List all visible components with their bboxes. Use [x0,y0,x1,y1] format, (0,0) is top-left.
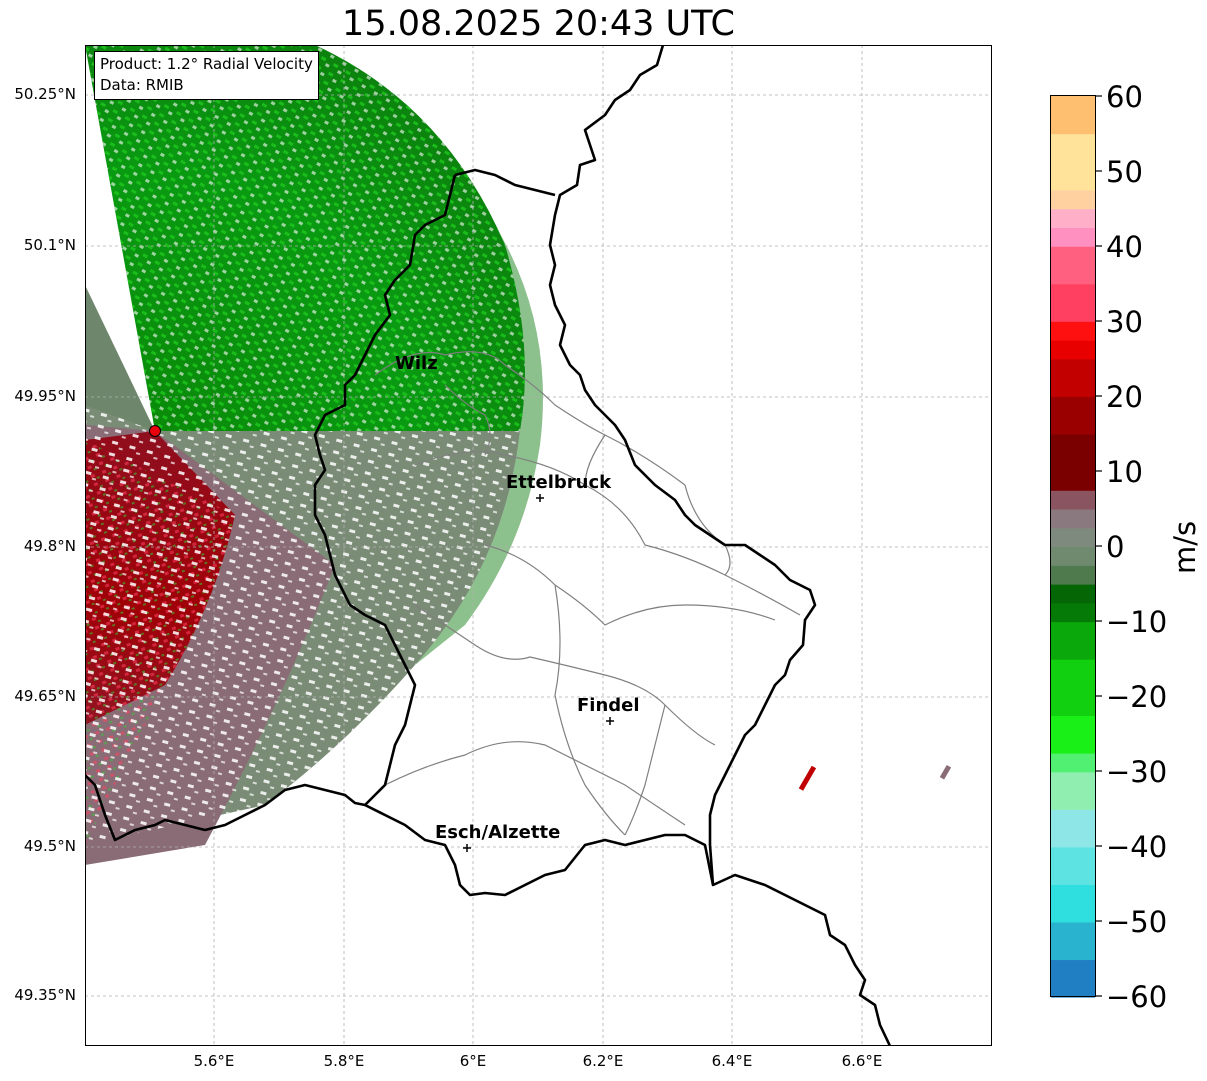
colorbar-band [1051,602,1095,623]
colorbar [1050,95,1102,1004]
colorbar-band [1051,227,1095,247]
lat-tick-label: 50.25°N [14,85,76,103]
colorbar-band [1051,377,1095,397]
colorbar-band [1051,790,1095,810]
colorbar-tick-label: 40 [1106,230,1143,264]
colorbar-band [1051,527,1095,548]
info-box: Product: 1.2° Radial Velocity Data: RMIB [94,51,319,100]
colorbar-band [1051,433,1095,454]
colorbar-band [1051,584,1095,604]
colorbar-tick-label: −10 [1106,605,1168,639]
colorbar-tick-label: 60 [1106,80,1143,114]
colorbar-band [1051,865,1095,885]
colorbar-band [1051,828,1095,848]
city-label-ettelbruck: Ettelbruck [506,472,612,493]
colorbar-tick-label: 10 [1106,455,1143,489]
lat-tick-label: 49.35°N [14,986,76,1004]
colorbar-tick-label: −60 [1106,980,1168,1014]
lat-tick-label: 49.8°N [23,537,76,555]
colorbar-band [1051,565,1095,585]
gridlines [85,45,992,1046]
city-label-wilz: Wilz [395,353,438,374]
colorbar-band [1051,734,1095,754]
city-markers [463,494,614,852]
colorbar-band [1051,546,1095,566]
colorbar-band [1051,358,1095,379]
colorbar-band [1051,171,1095,191]
city-label-esch-alzette: Esch/Alzette [435,822,560,843]
colorbar-tick-label: 20 [1106,380,1143,414]
colorbar-tick-label: −20 [1106,680,1168,714]
colorbar-band [1051,921,1095,942]
colorbar-band [1051,846,1095,867]
colorbar-band [1051,189,1095,210]
national-borders [85,45,892,1046]
colorbar-band [1051,471,1095,491]
colorbar-band [1051,246,1095,266]
lon-tick-label: 5.8°E [323,1052,365,1070]
lon-tick-label: 5.6°E [193,1052,235,1070]
colorbar-band [1051,640,1095,660]
colorbar-band [1051,321,1095,341]
colorbar-band [1051,302,1095,322]
lat-tick-label: 49.5°N [23,837,76,855]
colorbar-band [1051,809,1095,829]
canton-borders [374,351,801,836]
colorbar-band [1051,978,1095,998]
colorbar-band [1051,114,1095,135]
colorbar-tick-label: −30 [1106,755,1168,789]
colorbar-band [1051,340,1095,360]
colorbar-band [1051,283,1095,304]
colorbar-band [1051,490,1095,510]
colorbar-tick-label: −50 [1106,905,1168,939]
lat-tick-label: 49.95°N [14,387,76,405]
colorbar-tick-label: 30 [1106,305,1143,339]
colorbar-band [1051,752,1095,773]
colorbar-band [1051,677,1095,698]
colorbar-band [1051,96,1095,116]
colorbar-band [1051,133,1095,153]
colorbar-tick-label: 0 [1106,530,1125,564]
radar-echo-layer [85,45,952,865]
map-title: 15.08.2025 20:43 UTC [342,4,735,44]
colorbar-tick-label: 50 [1106,155,1143,189]
colorbar-band [1051,771,1095,792]
colorbar-tick-label: −40 [1106,830,1168,864]
colorbar-band [1051,659,1095,679]
lon-tick-label: 6.2°E [582,1052,624,1070]
colorbar-band [1051,452,1095,473]
data-source-label: Data: RMIB [100,76,184,94]
colorbar-band [1051,508,1095,529]
colorbar-band [1051,959,1095,979]
colorbar-unit-label: m/s [1168,520,1202,574]
colorbar-band [1051,903,1095,923]
colorbar-band [1051,621,1095,641]
lon-tick-label: 6.6°E [841,1052,883,1070]
colorbar-band [1051,208,1095,228]
city-label-findel: Findel [577,695,640,716]
colorbar-band [1051,696,1095,717]
colorbar-band [1051,715,1095,735]
lon-tick-label: 6°E [459,1052,487,1070]
colorbar-band [1051,396,1095,416]
radar-site-marker [149,425,161,437]
colorbar-band [1051,264,1095,285]
lon-tick-label: 6.4°E [711,1052,753,1070]
map-frame: Wilz Ettelbruck Findel Esch/Alzette [85,45,992,1046]
colorbar-band [1051,415,1095,435]
product-label: Product: 1.2° Radial Velocity [100,55,313,73]
lat-tick-label: 50.1°N [23,236,76,254]
colorbar-band [1051,940,1095,961]
colorbar-band [1051,152,1095,172]
colorbar-band [1051,884,1095,904]
lat-tick-label: 49.65°N [14,687,76,705]
